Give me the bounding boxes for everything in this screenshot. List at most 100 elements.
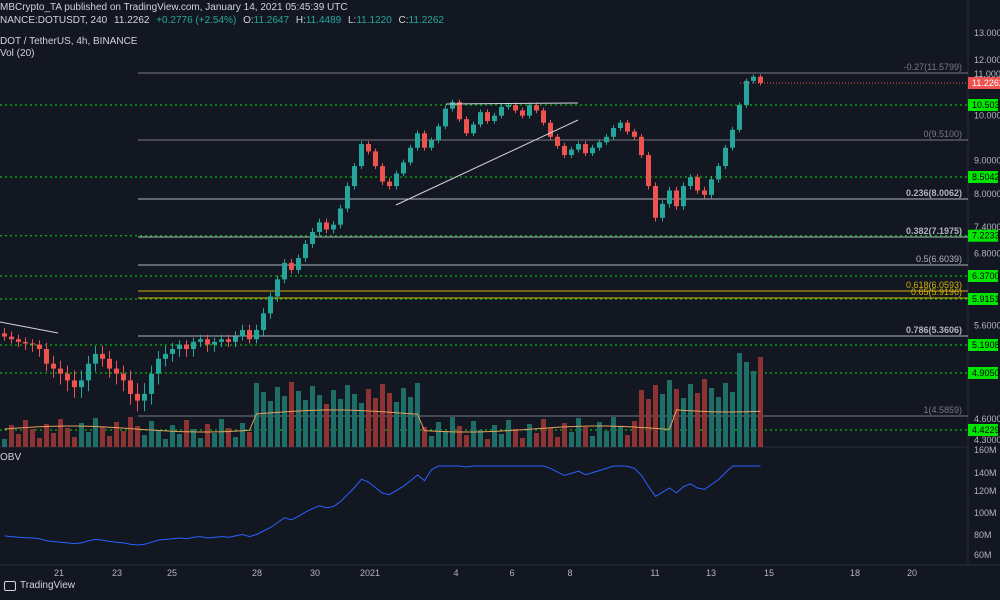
obv-tick-label: 80M	[974, 530, 992, 540]
volume-bar	[520, 438, 525, 447]
candle	[695, 177, 700, 191]
obv-tick-label: 100M	[974, 508, 997, 518]
current-price-badge-label: 11.2262	[972, 78, 1000, 88]
candle	[408, 147, 413, 163]
sr-price-badge	[968, 229, 998, 242]
volume-bar	[716, 397, 721, 447]
volume-bar	[457, 426, 462, 447]
time-tick-label: 20	[907, 568, 917, 578]
candle	[681, 186, 686, 207]
volume-bar	[289, 382, 294, 447]
candle	[660, 203, 665, 218]
candle	[457, 102, 462, 120]
time-tick-label: 28	[252, 568, 262, 578]
candle	[492, 115, 497, 121]
volume-bar	[296, 391, 301, 447]
candle	[688, 177, 693, 187]
volume-bar	[44, 424, 49, 447]
candle	[744, 80, 749, 106]
volume-bar	[548, 428, 553, 447]
fib-label: -0.27(11.5799)	[904, 62, 962, 72]
volume-bar	[240, 423, 245, 447]
volume-bar	[205, 424, 210, 447]
time-tick-label: 2021	[360, 568, 380, 578]
candle	[730, 129, 735, 148]
fib-label: 0.382(7.1975)	[906, 226, 962, 236]
volume-bar	[226, 428, 231, 447]
sr-price-badge	[968, 171, 998, 183]
candle	[142, 393, 147, 401]
candle	[667, 190, 672, 204]
volume-bar	[478, 430, 483, 447]
volume-bar	[247, 432, 252, 447]
trend-line	[395, 119, 579, 206]
volume-bar	[758, 357, 763, 447]
candle	[618, 122, 623, 129]
obv-legend[interactable]: OBV	[0, 452, 25, 463]
candle	[674, 190, 679, 207]
volume-bar	[100, 427, 105, 447]
price-tick-label: 6.8000	[974, 248, 1000, 258]
candle	[51, 363, 56, 369]
candle	[352, 166, 357, 187]
candle	[359, 144, 364, 167]
sr-price-badge	[968, 339, 998, 351]
volume-bar	[737, 353, 742, 447]
candle	[317, 222, 322, 232]
tradingview-logo[interactable]: TradingView	[4, 580, 75, 591]
close-value: 11.2262	[408, 15, 444, 26]
volume-bar	[170, 425, 175, 447]
volume-bar	[583, 427, 588, 447]
volume-legend[interactable]: Vol (20)	[0, 48, 38, 59]
trend-line	[445, 102, 579, 105]
price-tick-label: 4.3000	[974, 435, 1000, 445]
price-tick-label: 7.4000	[974, 222, 1000, 232]
pair-legend[interactable]: DOT / TetherUS, 4h, BINANCE	[0, 36, 141, 47]
volume-bar	[485, 439, 490, 447]
fib-label: 0.5(6.6039)	[916, 254, 962, 264]
candle	[37, 344, 42, 349]
volume-bar	[576, 418, 581, 447]
volume-bar	[233, 437, 238, 447]
volume-bar	[604, 431, 609, 447]
time-tick-label: 8	[567, 568, 572, 578]
volume-bar	[534, 433, 539, 447]
volume-bar	[394, 402, 399, 447]
volume-bar	[751, 371, 756, 447]
obv-tick-label: 120M	[974, 486, 997, 496]
volume-bar	[79, 423, 84, 447]
volume-bar	[429, 436, 434, 447]
volume-bar	[2, 439, 7, 447]
candle	[709, 179, 714, 195]
candle	[583, 144, 588, 154]
candle	[436, 126, 441, 141]
candle	[2, 333, 7, 337]
volume-bar	[58, 419, 63, 447]
high-value: 11.4489	[305, 15, 342, 26]
time-tick-label: 25	[167, 568, 177, 578]
candle	[702, 190, 707, 195]
candle	[555, 136, 560, 146]
candle	[93, 353, 98, 364]
volume-bar	[156, 430, 161, 447]
volume-bar	[422, 427, 427, 447]
volume-bar	[142, 435, 147, 447]
candle	[191, 341, 196, 349]
candle	[646, 155, 651, 187]
candle	[254, 330, 259, 340]
candle	[499, 106, 504, 116]
candle	[422, 133, 427, 148]
candle	[198, 339, 203, 342]
candle	[177, 344, 182, 349]
candle	[471, 124, 476, 134]
candle	[758, 76, 763, 83]
volume-bar	[744, 362, 749, 447]
candle	[534, 105, 539, 111]
volume-bar	[338, 399, 343, 447]
candle	[506, 105, 511, 107]
price-tick-label: 10.0000	[974, 111, 1000, 121]
volume-bar	[555, 437, 560, 447]
candle	[548, 122, 553, 137]
volume-bar	[324, 404, 329, 447]
